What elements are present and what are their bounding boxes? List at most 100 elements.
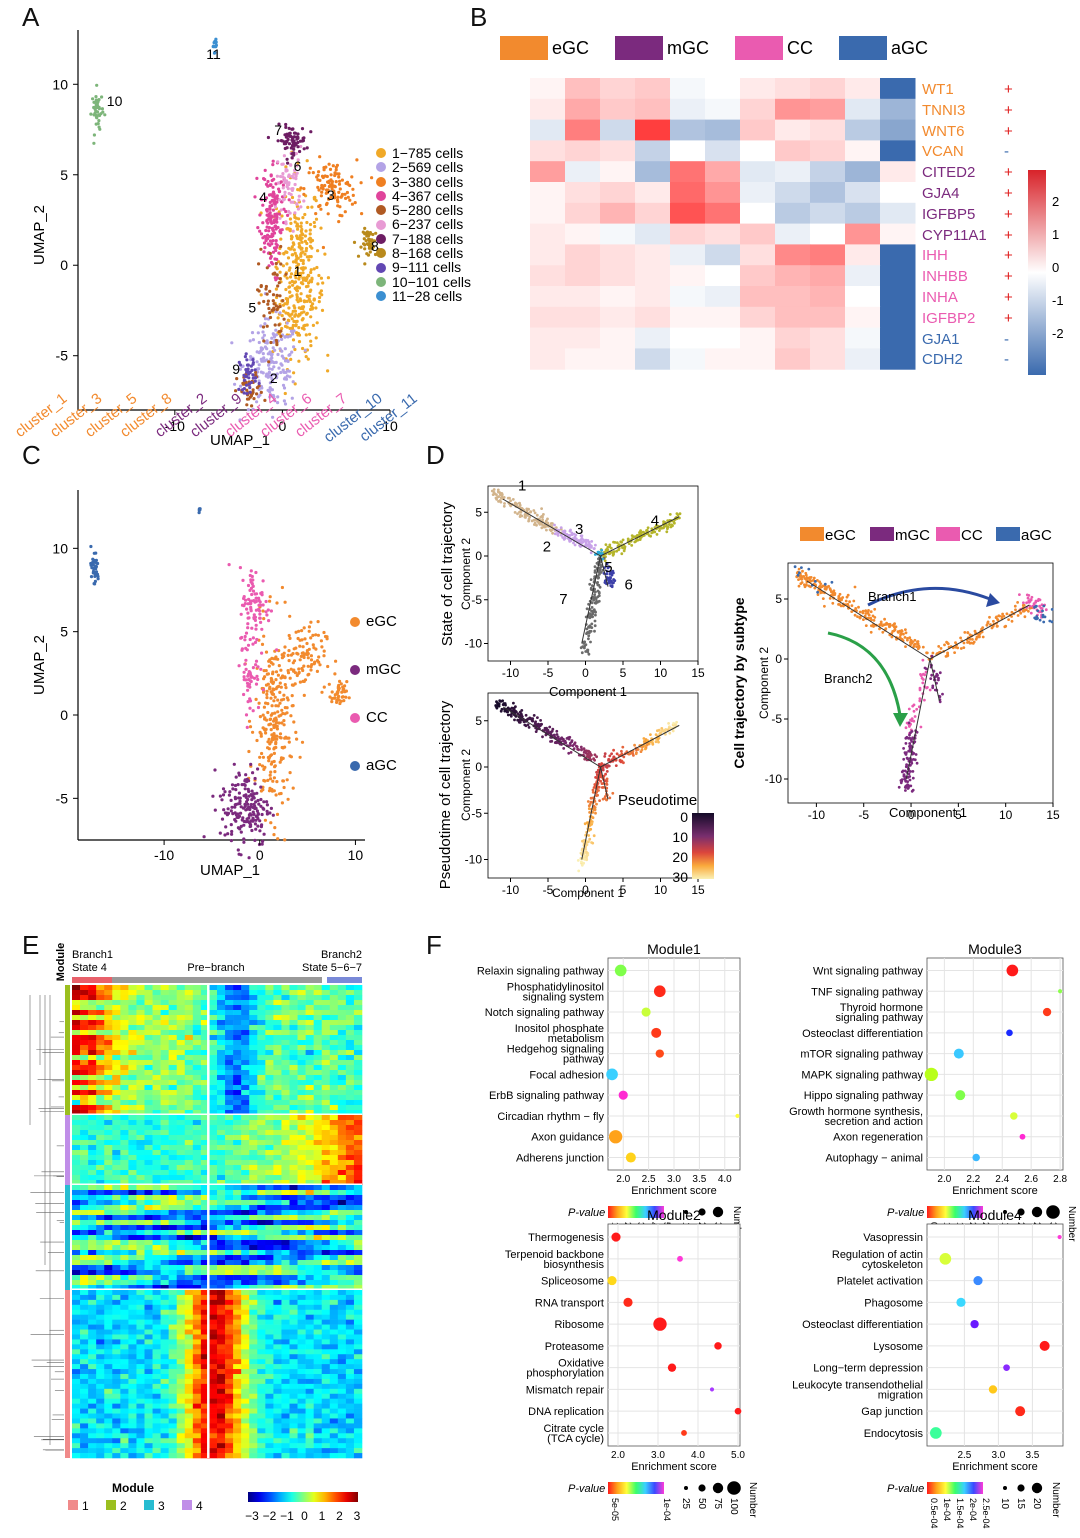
a-point: [355, 158, 359, 162]
a-legend-label: 9−111 cells: [392, 259, 462, 276]
d-point: [587, 749, 590, 753]
d-point: [588, 811, 591, 814]
e-heat-cell: [192, 1085, 202, 1091]
e-heat-cell: [176, 1100, 186, 1106]
a-point: [348, 183, 352, 188]
b-heat-cell: [530, 98, 566, 121]
e-heat-cell: [160, 995, 169, 1001]
e-heat-cell: [305, 1055, 314, 1061]
e-heat-cell: [289, 1055, 298, 1061]
d-point: [943, 643, 946, 647]
c-point: [278, 701, 282, 705]
d-point: [508, 496, 511, 500]
c-point: [248, 599, 253, 603]
c-point: [256, 824, 260, 828]
a-point: [267, 367, 271, 371]
c-point: [337, 698, 341, 702]
e-heat-cell: [257, 1105, 266, 1111]
e-heat-cell: [120, 1055, 129, 1061]
e-heat-cell: [192, 1045, 202, 1051]
e-heat-cell: [72, 1045, 81, 1051]
b-gene-name: IHH: [922, 247, 948, 265]
c-point: [289, 755, 293, 759]
a-point: [245, 403, 249, 407]
a-point: [340, 178, 344, 182]
b-heat-cell: [880, 223, 916, 245]
a-point: [251, 390, 255, 394]
a-point: [288, 229, 292, 233]
e-heat-cell: [225, 1100, 234, 1106]
a-point: [285, 302, 289, 306]
e-heat-cell: [217, 1085, 226, 1091]
e-heat-cell: [249, 1105, 258, 1111]
e-heat-cell: [353, 990, 363, 996]
e-heat-cell: [265, 1050, 274, 1056]
c-point: [282, 723, 286, 727]
b-heat-cell: [635, 161, 671, 183]
d-point: [594, 610, 597, 614]
c-point: [260, 823, 264, 827]
b-gene-name: IGFBP2: [922, 309, 976, 327]
b-heat-cell: [845, 327, 881, 349]
b-heat-cell: [705, 202, 741, 225]
c-point: [270, 760, 274, 764]
c-point: [305, 641, 309, 646]
c-point: [234, 788, 238, 792]
a-point: [272, 333, 276, 337]
b-heat-cell: [565, 182, 601, 204]
c-point: [237, 664, 241, 668]
b-gene-row: CDH2-: [922, 350, 1013, 371]
e-heat-cell: [72, 1005, 81, 1011]
d-point: [800, 566, 803, 569]
c-point: [309, 668, 313, 672]
c-ytick: 10: [52, 540, 68, 556]
e-heat-cell: [168, 1040, 178, 1046]
c-point: [245, 607, 249, 611]
a-point: [283, 193, 287, 198]
e-heat-cell: [257, 1060, 266, 1066]
d-point: [585, 607, 589, 611]
a-point: [273, 271, 277, 275]
e-heat-cell: [297, 1100, 306, 1106]
b-gene-sign: +: [1004, 226, 1013, 244]
b-gene-sign: +: [1004, 205, 1013, 223]
d-point: [597, 785, 601, 789]
e-heat-cell: [225, 1010, 234, 1016]
d-point: [910, 789, 914, 793]
a-point: [293, 306, 297, 310]
c-point: [254, 663, 258, 667]
a-point: [244, 352, 248, 356]
e-heat-cell: [168, 1060, 178, 1066]
d-point: [864, 609, 868, 613]
a-point: [299, 292, 303, 296]
e-heat-cell: [257, 1100, 266, 1106]
b-heat-cell: [635, 140, 671, 162]
d-point: [912, 709, 916, 713]
a-point: [276, 316, 280, 320]
c-point: [254, 682, 259, 686]
d-legend-label: mGC: [895, 527, 930, 544]
b-scale-tick: -2: [1052, 326, 1064, 341]
e-heat-cell: [305, 1040, 314, 1046]
d-point: [525, 507, 529, 511]
a-point: [286, 256, 291, 260]
e-heat-cell: [168, 1025, 178, 1031]
a-point: [297, 359, 301, 363]
d-point: [540, 507, 543, 510]
c-point: [259, 620, 263, 624]
e-heat-cell: [192, 990, 202, 996]
e-heat-cell: [160, 1015, 169, 1021]
d-point: [605, 766, 609, 769]
c-point: [270, 678, 274, 682]
b-heat-cell: [740, 306, 776, 329]
d-point: [797, 578, 800, 581]
e-heat-cell: [136, 1080, 145, 1086]
e-heat-cell: [80, 1100, 89, 1106]
d-point: [1036, 609, 1040, 613]
e-heat-cell: [176, 1110, 186, 1116]
b-heat-cell: [880, 327, 916, 349]
e-heat-cell: [273, 995, 282, 1001]
d-point: [916, 640, 920, 643]
a-point: [339, 195, 343, 199]
e-heat-cell: [265, 1005, 274, 1011]
